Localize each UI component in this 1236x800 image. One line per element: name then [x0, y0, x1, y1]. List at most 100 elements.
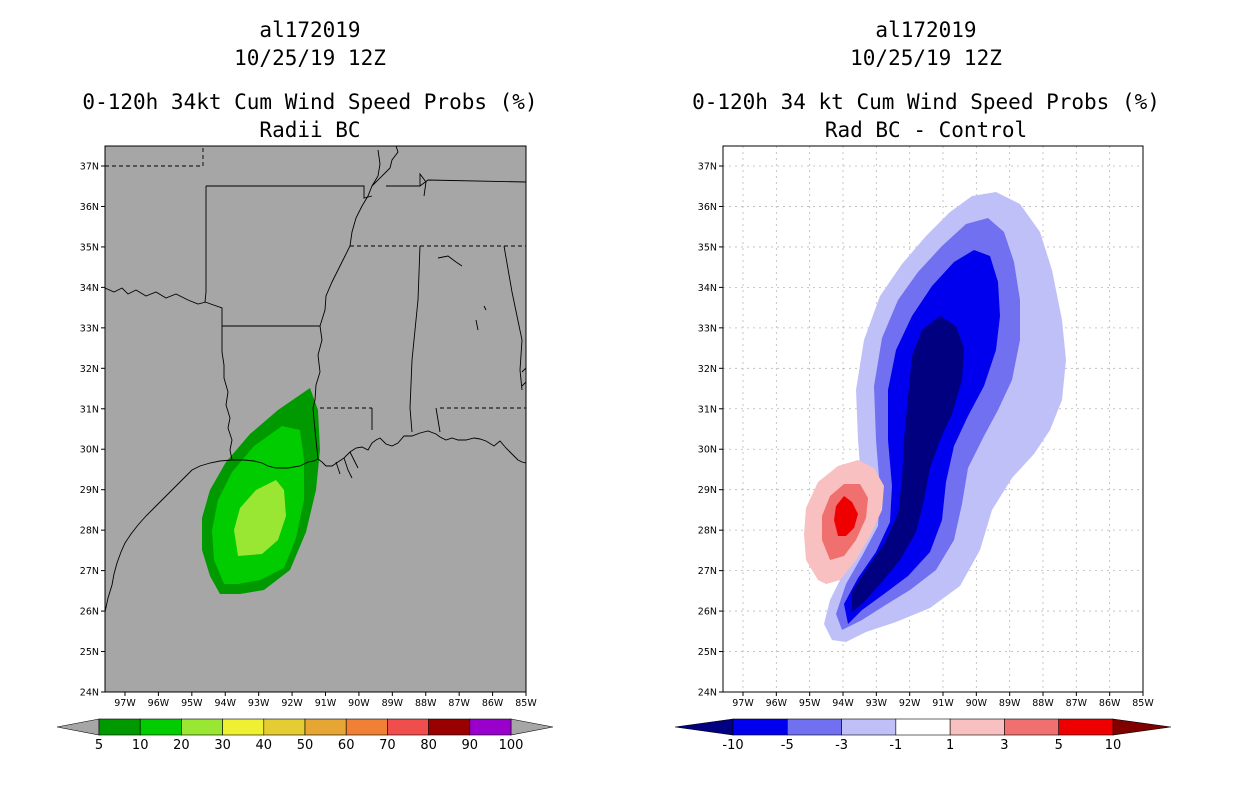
left-colorbar-swatch — [98, 718, 141, 736]
right-colorbar-label: 10 — [1105, 738, 1122, 753]
left-lat-label: 25N — [80, 647, 99, 658]
right-colorbar-label: 3 — [1000, 738, 1008, 753]
left-colorbar-label: 90 — [462, 738, 479, 753]
right-colorbar-label: 1 — [946, 738, 954, 753]
left-colorbar-swatch — [263, 718, 306, 736]
left-lat-label: 29N — [80, 485, 99, 496]
left-colorbar-high-cap — [510, 718, 554, 736]
right-lat-label: 35N — [698, 242, 717, 253]
left-lat-label: 28N — [80, 526, 99, 537]
right-colorbar-swatch — [895, 718, 951, 736]
left-lon-label: 89W — [382, 698, 404, 709]
left-colorbar-label: 100 — [499, 738, 524, 753]
right-lat-label: 32N — [698, 364, 717, 375]
left-lon-label: 92W — [281, 698, 303, 709]
left-lon-label: 93W — [248, 698, 270, 709]
left-colorbar-swatch — [304, 718, 347, 736]
left-colorbar-label: 60 — [338, 738, 355, 753]
left-colorbar-swatch — [387, 718, 429, 736]
right-colorbar-label: -10 — [722, 738, 743, 753]
left-lat-label: 24N — [80, 688, 99, 699]
left-colorbar-label: 30 — [214, 738, 231, 753]
right-colorbar-swatch — [841, 718, 897, 736]
left-lon-label: 85W — [515, 698, 537, 709]
left-colorbar-low-cap — [56, 718, 100, 736]
right-lon-label: 94W — [832, 698, 854, 709]
left-colorbar-swatch — [428, 718, 471, 736]
left-lon-label: 88W — [415, 698, 437, 709]
right-colorbar-label: -5 — [781, 738, 794, 753]
left-lon-label: 96W — [148, 698, 170, 709]
left-lat-label: 26N — [80, 607, 99, 618]
left-lon-label: 91W — [315, 698, 337, 709]
left-lon-label: 97W — [114, 698, 136, 709]
left-colorbar-label: 10 — [132, 738, 149, 753]
left-title-subtitle: Radii BC — [259, 118, 360, 142]
left-shade-20-30 — [234, 480, 286, 556]
left-lat-label: 27N — [80, 566, 99, 577]
right-title-subtitle: Rad BC - Control — [825, 118, 1027, 142]
right-shade-plus5-plus10 — [834, 496, 858, 536]
right-title-date: 10/25/19 12Z — [850, 46, 1002, 70]
right-colorbar-swatch — [1058, 718, 1114, 736]
left-lat-label: 37N — [80, 162, 99, 173]
right-lat-label: 27N — [698, 566, 717, 577]
right-lon-label: 87W — [1066, 698, 1088, 709]
right-colorbar-high-cap — [1112, 718, 1172, 736]
left-lat-label: 33N — [80, 323, 99, 334]
left-lat-label: 36N — [80, 202, 99, 213]
left-lon-label: 87W — [448, 698, 470, 709]
left-colorbar-label: 5 — [95, 738, 103, 753]
right-lon-label: 95W — [799, 698, 821, 709]
right-lon-label: 88W — [1032, 698, 1054, 709]
right-difference-shading — [804, 192, 1066, 642]
right-colorbar-swatch — [949, 718, 1005, 736]
right-lat-label: 24N — [698, 688, 717, 699]
left-colorbar-label: 80 — [420, 738, 437, 753]
right-lat-label: 30N — [698, 445, 717, 456]
right-colorbar-low-cap — [674, 718, 734, 736]
right-lat-label: 34N — [698, 283, 717, 294]
right-title-storm: al172019 — [875, 18, 976, 42]
right-shade-below-minus10 — [852, 316, 964, 612]
right-lon-label: 97W — [732, 698, 754, 709]
left-lat-axis: 37N 36N 35N 34N 33N 32N 31N 30N 29N 28N 27N 26N 25N 2… — [80, 162, 105, 699]
right-lat-axis: 37N 36N 35N 34N 33N 32N 31N 30N 29N 28N 27N 26N 25N 2… — [698, 162, 723, 699]
right-map-frame — [722, 145, 1144, 693]
left-lon-label: 94W — [215, 698, 237, 709]
left-title-product: 0-120h 34kt Cum Wind Speed Probs (%) — [82, 90, 537, 114]
right-lon-label: 96W — [766, 698, 788, 709]
right-lon-label: 93W — [866, 698, 888, 709]
right-colorbar: -10 -5 -3 -1 1 3 5 10 — [674, 718, 1172, 753]
right-title-product: 0-120h 34 kt Cum Wind Speed Probs (%) — [692, 90, 1160, 114]
right-lat-label: 31N — [698, 404, 717, 415]
right-lon-label: 90W — [966, 698, 988, 709]
right-colorbar-label: 5 — [1055, 738, 1063, 753]
left-lon-label: 86W — [482, 698, 504, 709]
right-colorbar-label: -3 — [835, 738, 848, 753]
right-colorbar-swatch — [1004, 718, 1060, 736]
right-lat-label: 36N — [698, 202, 717, 213]
left-colorbar-label: 40 — [256, 738, 273, 753]
left-title-date: 10/25/19 12Z — [234, 46, 386, 70]
right-lon-label: 91W — [932, 698, 954, 709]
left-colorbar: 5 10 20 30 40 50 60 70 80 90 100 — [56, 718, 554, 753]
right-lat-label: 33N — [698, 323, 717, 334]
right-lon-label: 92W — [899, 698, 921, 709]
left-lat-label: 35N — [80, 242, 99, 253]
left-probability-shading — [202, 388, 320, 594]
left-lat-label: 34N — [80, 283, 99, 294]
right-colorbar-label: -1 — [889, 738, 902, 753]
right-colorbar-swatch — [786, 718, 842, 736]
left-colorbar-swatch — [469, 718, 512, 736]
left-colorbar-swatch — [181, 718, 223, 736]
right-lon-label: 89W — [999, 698, 1021, 709]
left-map-frame — [104, 145, 527, 693]
left-lat-label: 32N — [80, 364, 99, 375]
left-lat-label: 30N — [80, 445, 99, 456]
right-lon-axis: 97W 96W 95W 94W 93W 92W 91W 90W 89W 88W 87W 86W 85W — [732, 692, 1154, 709]
right-lon-label: 85W — [1132, 698, 1154, 709]
right-lat-label: 29N — [698, 485, 717, 496]
left-colorbar-label: 50 — [297, 738, 314, 753]
